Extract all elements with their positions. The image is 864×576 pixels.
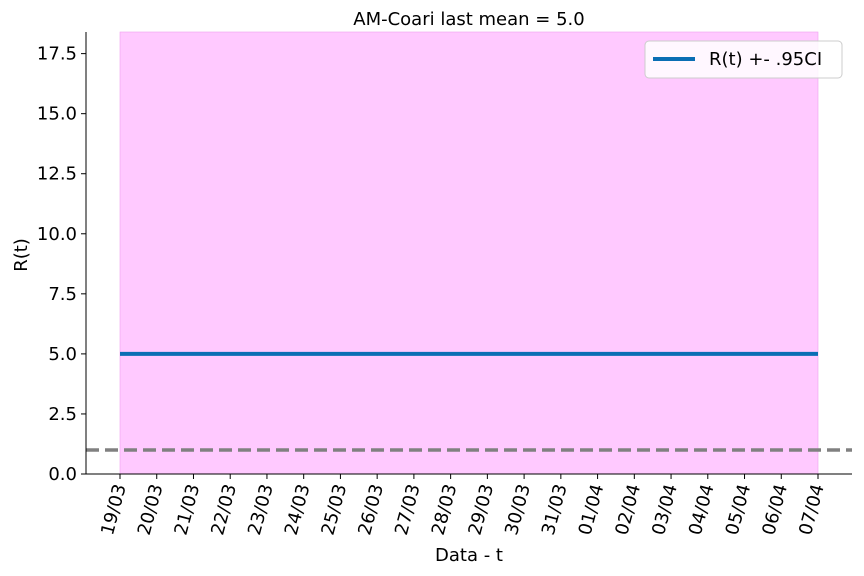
x-tick-label: 01/04	[575, 482, 609, 538]
y-tick-label: 0.0	[48, 464, 77, 485]
legend-label-rt: R(t) +- .95CI	[709, 49, 822, 70]
chart-title: AM-Coari last mean = 5.0	[353, 9, 584, 30]
x-tick-label: 25/03	[318, 482, 352, 538]
x-tick-label: 29/03	[464, 482, 498, 538]
y-tick-label: 2.5	[48, 404, 77, 425]
x-tick-label: 28/03	[428, 482, 462, 538]
x-tick-label: 22/03	[207, 482, 241, 538]
legend-box	[644, 40, 843, 79]
y-tick-label: 15.0	[37, 104, 77, 125]
x-tick-label: 19/03	[97, 482, 131, 538]
y-tick-label: 10.0	[37, 224, 77, 245]
y-tick-label: 5.0	[48, 344, 77, 365]
y-axis-label: R(t)	[11, 238, 32, 272]
y-tick-label: 17.5	[37, 44, 77, 65]
x-axis-ticks: 19/03 20/03 21/03 22/03 23/03 24/03 25/03 26/03…	[97, 474, 829, 537]
legend: R(t) +- .95CI	[644, 40, 843, 79]
x-tick-label: 06/04	[758, 482, 792, 538]
x-tick-label: 27/03	[391, 482, 425, 538]
ci-band	[119, 31, 819, 475]
x-tick-label: 05/04	[722, 482, 756, 538]
x-tick-label: 30/03	[501, 482, 535, 538]
x-tick-label: 04/04	[685, 482, 719, 538]
y-axis-ticks: 0.0 2.5 5.0 7.5 10.0 12.5 15.0 17.5	[37, 44, 86, 485]
x-tick-label: 31/03	[538, 482, 572, 538]
y-tick-label: 12.5	[37, 164, 77, 185]
x-axis-label: Data - t	[435, 545, 503, 566]
x-tick-label: 07/04	[795, 482, 829, 538]
x-tick-label: 02/04	[611, 482, 645, 538]
x-tick-label: 23/03	[244, 482, 278, 538]
x-tick-label: 03/04	[648, 482, 682, 538]
y-tick-label: 7.5	[48, 284, 77, 305]
x-tick-label: 21/03	[171, 482, 205, 538]
x-tick-label: 20/03	[134, 482, 168, 538]
x-tick-label: 26/03	[354, 482, 388, 538]
x-tick-label: 24/03	[281, 482, 315, 538]
